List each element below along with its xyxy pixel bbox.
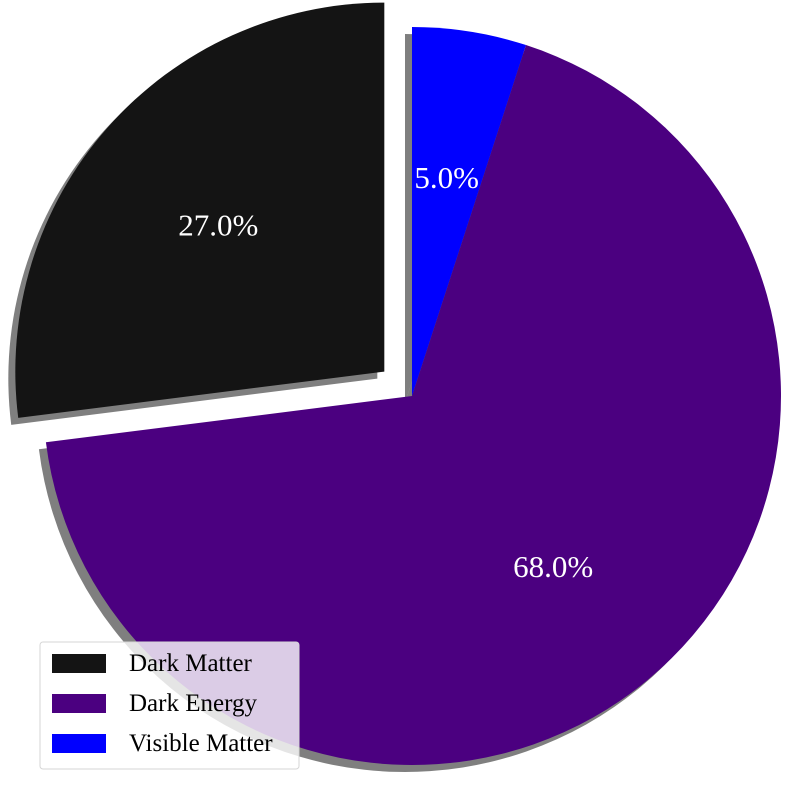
slice-labels: 5.0% 68.0% 27.0% [178, 160, 593, 584]
legend-label-visible-matter: Visible Matter [129, 730, 273, 757]
pie-slices [15, 2, 782, 765]
legend-items: Dark Matter Dark Energy Visible Matter [52, 650, 273, 757]
slice-dark-energy [45, 45, 782, 765]
slice-visible-matter [412, 27, 527, 396]
legend-label-dark-energy: Dark Energy [129, 690, 257, 717]
legend: Dark Matter Dark Energy Visible Matter [39, 641, 300, 770]
slice-dark-matter [15, 2, 385, 418]
legend-label-dark-matter: Dark Matter [129, 650, 253, 677]
pct-label-visible-matter: 5.0% [414, 160, 479, 195]
legend-swatch-dark-matter [52, 654, 106, 673]
legend-swatch-dark-energy [52, 694, 106, 713]
pct-label-dark-energy: 68.0% [513, 549, 593, 584]
pct-label-dark-matter: 27.0% [178, 208, 258, 243]
legend-swatch-visible-matter [52, 734, 106, 753]
